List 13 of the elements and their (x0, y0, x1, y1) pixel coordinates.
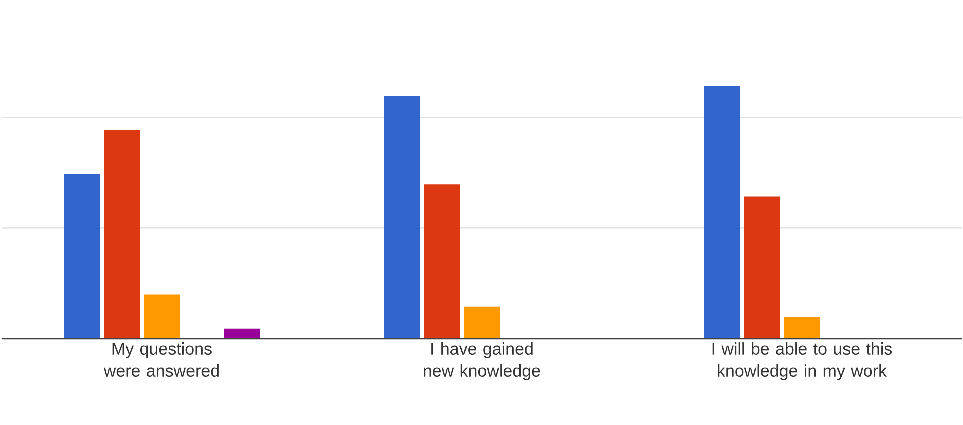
bar (64, 174, 100, 339)
bar (464, 306, 500, 339)
bar (144, 294, 180, 339)
bar (744, 196, 780, 339)
bar (704, 86, 740, 339)
bar (384, 96, 420, 339)
x-tick-label: My questions were answered (104, 342, 219, 378)
x-tick-label: I will be able to use this knowledge in my work (712, 342, 892, 380)
x-tick-label: I have gained new knowledge (424, 342, 540, 380)
bar (784, 317, 820, 339)
bar (224, 328, 260, 339)
bar (104, 130, 140, 339)
bar (424, 184, 460, 339)
